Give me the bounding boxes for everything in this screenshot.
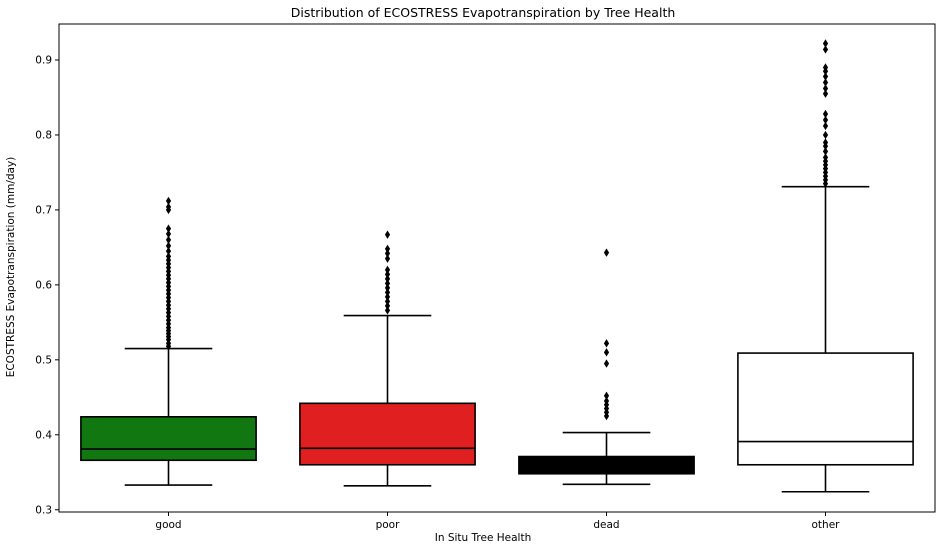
outlier-point [603,396,610,406]
outlier-point [384,283,391,293]
outlier-point [384,279,391,288]
outlier-point [822,72,829,81]
outlier-point [384,292,391,302]
outlier-point [384,301,391,311]
outlier-point [384,265,391,275]
outlier-point [384,297,391,306]
outlier-point [603,391,610,401]
outlier-point [822,63,829,72]
y-tick-label: 0.4 [35,429,52,441]
outlier-point [822,78,829,87]
outlier-point [603,248,610,257]
x-tick-label: good [155,519,181,531]
outlier-point [384,270,391,279]
y-tick-label: 0.7 [35,204,52,216]
outlier-point [384,249,391,258]
chart-title: Distribution of ECOSTRESS Evapotranspira… [291,5,676,20]
outlier-point [822,153,829,162]
outlier-point [165,235,172,245]
outlier-point [822,130,829,140]
outlier-point [822,115,829,125]
outlier-point [822,84,829,93]
outlier-point [165,246,172,256]
outlier-point [384,230,391,239]
outlier-point [165,241,172,251]
outlier-point [822,39,829,48]
outlier-point [384,254,391,263]
outlier-point [384,306,391,315]
outlier-point [822,147,829,156]
y-tick-label: 0.3 [35,504,52,516]
outlier-point [165,252,172,261]
y-axis-label: ECOSTRESS Evapotranspiration (mm/day) [5,157,17,378]
plot-frame [58,23,936,513]
outlier-point [603,348,610,357]
plot-area: 0.3 0.4 0.5 0.6 0.7 0.8 0.9 good poor dead other [35,23,936,531]
x-tick-label: poor [376,519,401,531]
x-tick-label: dead [593,519,619,531]
outlier-point [165,229,172,239]
y-tick-label: 0.5 [35,354,52,366]
outlier-point [822,45,829,54]
outlier-point [822,109,829,119]
box-group-good: good [80,196,257,531]
box-group-poor: poor [299,230,476,531]
x-axis-label: In Situ Tree Health [435,532,531,544]
outlier-point [822,138,829,147]
y-tick-label: 0.9 [35,54,52,66]
box-group-dead: dead [518,248,695,531]
outlier-point [384,244,391,254]
outlier-point [384,288,391,297]
outlier-point [165,224,172,233]
outlier-point [603,339,610,348]
outlier-point [603,359,610,368]
iqr-box [299,402,476,466]
outlier-point [165,196,172,206]
y-tick-label: 0.6 [35,279,52,291]
outlier-point [165,202,172,212]
outlier-point [384,274,391,284]
iqr-box [80,415,257,462]
outlier-point [822,89,829,98]
box-group-other: other [737,39,914,531]
y-tick-label: 0.8 [35,129,52,141]
iqr-box [737,352,914,466]
iqr-box [518,455,695,475]
outlier-point [822,121,829,131]
x-tick-label: other [812,519,841,531]
